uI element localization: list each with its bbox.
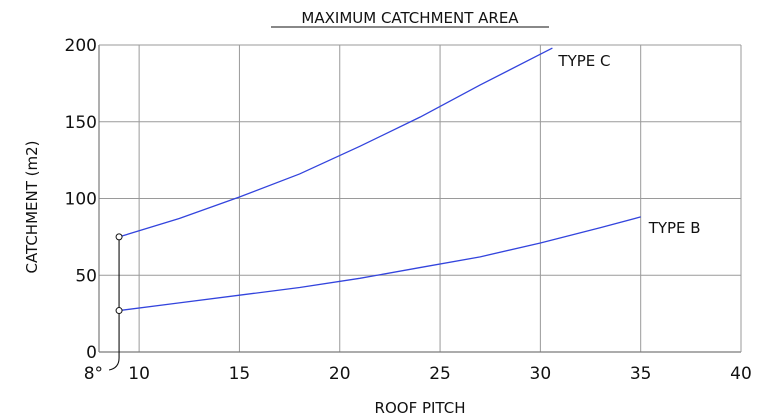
x-axis-label: ROOF PITCH — [375, 399, 466, 417]
series-line-type-b — [118, 216, 641, 312]
x-tick-label-35: 35 — [630, 364, 652, 384]
type-c-start-marker — [115, 233, 123, 241]
x-tick-label-10: 10 — [128, 364, 150, 384]
label-layer: 10 15 20 25 30 35 40 0 50 100 150 200 MAXIMUM CATCHM… — [23, 9, 752, 417]
annotation-layer — [108, 233, 123, 371]
x-tick-label-20: 20 — [329, 364, 351, 384]
x-tick-label-30: 30 — [530, 364, 552, 384]
y-axis-label: CATCHMENT (m2) — [23, 140, 41, 273]
series-label-type-b: TYPE B — [648, 219, 701, 237]
x-tick-label-25: 25 — [429, 364, 451, 384]
chart-title: MAXIMUM CATCHMENT AREA — [301, 9, 519, 27]
y-tick-label-100: 100 — [65, 190, 97, 210]
grid-layer — [99, 44, 742, 353]
start-pitch-leader — [108, 310, 120, 371]
axis-layer — [98, 44, 742, 353]
series-layer — [118, 47, 641, 312]
y-tick-label-0: 0 — [86, 343, 97, 363]
series-line-type-c — [118, 47, 553, 238]
series-label-type-c: TYPE C — [557, 52, 610, 70]
y-tick-label-200: 200 — [65, 36, 97, 56]
x-tick-label-15: 15 — [229, 364, 251, 384]
x-tick-label-40: 40 — [730, 364, 752, 384]
type-b-start-marker — [115, 307, 123, 315]
start-pitch-label: 8° — [84, 364, 103, 384]
y-tick-label-50: 50 — [75, 266, 97, 286]
y-tick-label-150: 150 — [65, 113, 97, 133]
